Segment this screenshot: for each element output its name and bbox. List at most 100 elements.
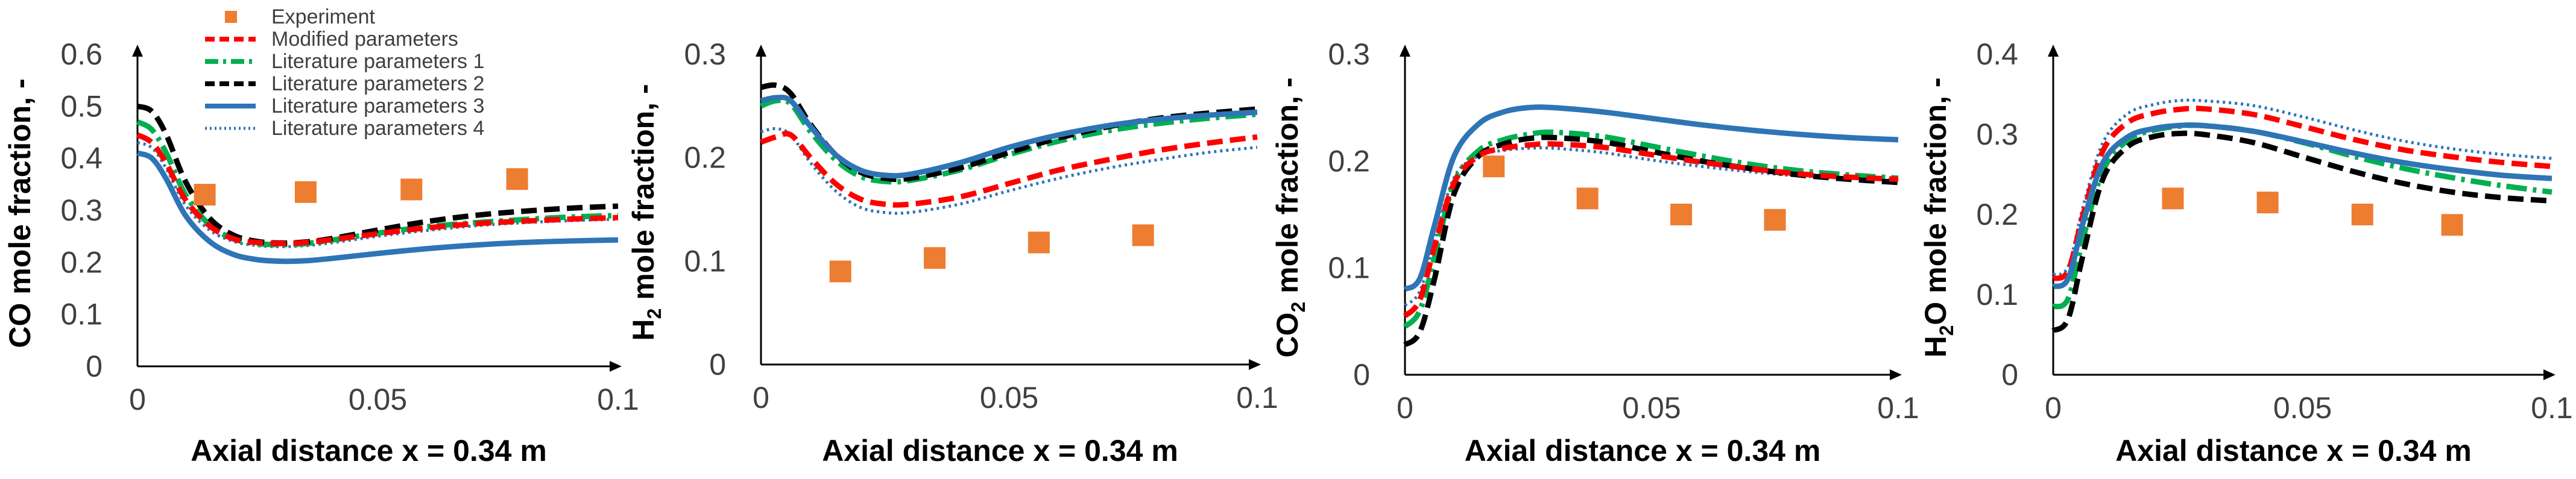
x-axis-arrowhead — [1890, 369, 1902, 380]
x-axis-arrowhead — [610, 361, 622, 372]
x-tick-label: 0.1 — [1877, 391, 1919, 425]
y-tick-label: 0.6 — [60, 37, 103, 71]
y-axis-label-subscript: 2 — [1936, 325, 1957, 336]
y-tick-label: 0.4 — [1976, 37, 2018, 71]
y-axis-label-rest: mole fraction, - — [1271, 77, 1304, 301]
legend-item: Literature parameters 1 — [205, 50, 484, 73]
series-line-modified-parameters — [1403, 141, 1899, 318]
x-axis-arrowhead — [1249, 359, 1261, 370]
y-tick-label: 0.2 — [1976, 198, 2018, 231]
experiment-point — [2256, 192, 2279, 214]
y-tick-label: 0.1 — [1976, 278, 2018, 312]
y-axis-label-main: CO — [1271, 313, 1304, 358]
y-axis-arrowhead — [756, 45, 766, 57]
legend-item: Literature parameters 3 — [205, 95, 484, 117]
series-line-literature-parameters-3 — [1403, 104, 1899, 292]
chart-panel-co: 0 0.1 0.2 0.3 0.4 0.5 0.6 0 0.05 0.1 Axial distanc… — [3, 37, 639, 468]
y-axis-arrowhead — [132, 45, 143, 57]
legend-label: Experiment — [271, 5, 376, 28]
legend-item: Modified parameters — [205, 28, 458, 51]
chart-panel-h2: 0 0.1 0.2 0.3 0 0.05 0.1 Axial distance x = 0.3… — [627, 37, 1278, 468]
y-axis-label-main: CO — [3, 303, 37, 348]
series-line-literature-parameters-2 — [760, 82, 1258, 183]
y-axis-arrowhead — [2048, 45, 2059, 57]
y-tick-label: 0.2 — [60, 245, 103, 279]
x-tick-label: 0 — [129, 383, 146, 416]
legend-item: Literature parameters 2 — [205, 72, 484, 95]
experiment-point — [194, 184, 216, 206]
y-axis-label: CO mole fraction, - — [3, 78, 37, 348]
series-line-literature-parameters-3 — [760, 95, 1258, 179]
x-tick-label: 0.05 — [1622, 391, 1681, 425]
experiment-point — [1028, 231, 1050, 254]
y-tick-label: 0.2 — [1328, 144, 1370, 178]
y-axis-label-subscript: 2 — [643, 308, 665, 319]
experiment-point — [1764, 208, 1786, 231]
x-tick-label: 0.05 — [980, 381, 1038, 415]
series-line-literature-parameters-1 — [1403, 129, 1899, 329]
experiment-point — [1483, 155, 1505, 178]
y-tick-label: 0.3 — [1976, 117, 2018, 151]
legend-label: Literature parameters 1 — [271, 50, 484, 73]
y-tick-label: 0.3 — [684, 37, 726, 71]
y-axis-label-main: H — [627, 319, 660, 340]
legend-label: Modified parameters — [271, 28, 458, 51]
series-line-literature-parameters-4 — [2052, 98, 2552, 277]
y-axis-label: H2 mole fraction, - — [627, 84, 665, 340]
y-axis-label-rest: mole fraction, - — [627, 84, 660, 308]
y-axis-label: CO2 mole fraction, - — [1271, 77, 1309, 357]
y-tick-label: 0.3 — [60, 193, 103, 227]
experiment-point — [1132, 224, 1154, 246]
x-tick-label: 0.05 — [2273, 391, 2332, 425]
experiment-point — [924, 247, 946, 269]
legend-swatch — [225, 11, 237, 23]
x-tick-label: 0 — [1397, 391, 1413, 425]
y-tick-label: 0 — [1353, 358, 1370, 392]
y-tick-label: 0.1 — [60, 298, 103, 331]
experiment-point — [294, 181, 317, 203]
x-tick-label: 0 — [753, 381, 769, 415]
x-tick-label: 0.1 — [597, 383, 639, 416]
x-axis-label: Axial distance x = 0.34 m — [1465, 434, 1821, 468]
y-tick-label: 0.4 — [60, 142, 103, 175]
series-line-literature-parameters-1 — [2051, 122, 2552, 310]
legend-item: Experiment — [225, 5, 376, 28]
chart-panel-h2o: 0 0.1 0.2 0.3 0.4 0 0.05 0.1 Axial distance x = … — [1919, 37, 2573, 468]
y-tick-label: 0.5 — [60, 89, 103, 123]
legend-label: Literature parameters 3 — [271, 95, 484, 117]
legend-item: Literature parameters 4 — [205, 117, 484, 140]
y-tick-label: 0 — [2001, 358, 2018, 392]
series-line-literature-parameters-1 — [760, 97, 1258, 185]
y-tick-label: 0.1 — [684, 244, 726, 278]
series-line-literature-parameters-2 — [2051, 130, 2552, 333]
chart-panel-co2: 0 0.1 0.2 0.3 0 0.05 0.1 Axial distance x = 0.3… — [1271, 37, 1919, 468]
y-tick-label: 0 — [86, 349, 103, 383]
experiment-point — [2351, 204, 2373, 225]
y-axis-label-rest: O mole fraction, - — [1919, 77, 1953, 325]
experiment-point — [400, 178, 423, 201]
experiment-point — [506, 168, 528, 190]
y-axis-label-subscript: 2 — [1287, 302, 1309, 313]
experiment-point — [2441, 214, 2463, 236]
x-tick-label: 0.1 — [1236, 381, 1278, 415]
y-tick-label: 0.2 — [684, 141, 726, 175]
x-tick-label: 0.1 — [2531, 391, 2573, 425]
y-axis-label-main: H — [1919, 336, 1953, 357]
legend-label: Literature parameters 4 — [271, 117, 484, 140]
x-axis-label: Axial distance x = 0.34 m — [191, 434, 547, 468]
experiment-point — [2162, 187, 2184, 210]
y-axis-arrowhead — [1400, 45, 1410, 57]
y-tick-label: 0.3 — [1328, 37, 1370, 71]
experiment-point — [1670, 204, 1693, 225]
x-axis-arrowhead — [2543, 369, 2555, 380]
x-axis-label: Axial distance x = 0.34 m — [822, 434, 1178, 468]
x-tick-label: 0.05 — [349, 383, 407, 416]
y-axis-label-rest: mole fraction, - — [3, 78, 37, 302]
series-line-literature-parameters-3 — [136, 150, 619, 265]
x-tick-label: 0 — [2045, 391, 2062, 425]
experiment-point — [1576, 187, 1599, 210]
series-line-modified-parameters — [760, 131, 1258, 208]
legend-label: Literature parameters 2 — [271, 72, 484, 95]
y-tick-label: 0 — [709, 348, 726, 381]
